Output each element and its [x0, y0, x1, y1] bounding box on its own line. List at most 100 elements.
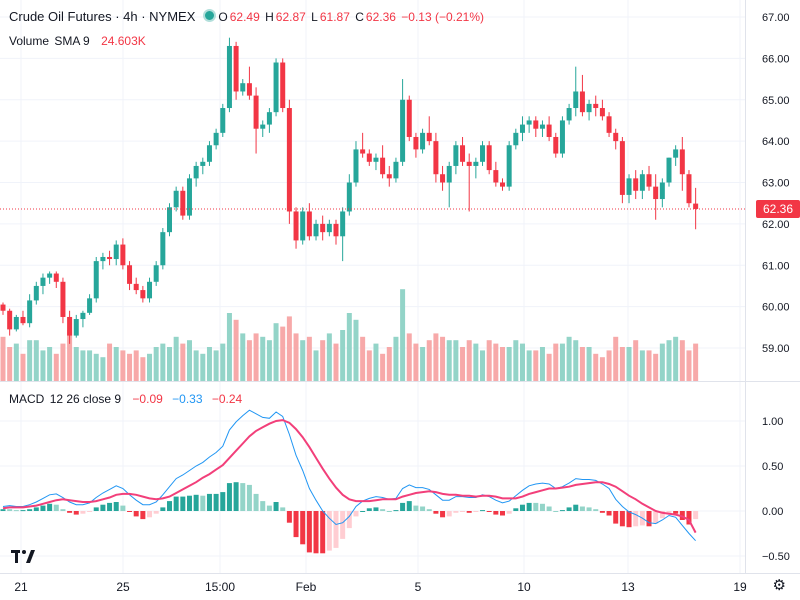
time-tick-label: 25 — [116, 580, 130, 594]
macd-legend[interactable]: MACD 12 26 close 9 −0.09 −0.33 −0.24 — [9, 391, 244, 407]
volume-bar — [320, 340, 326, 381]
candle-body — [360, 149, 366, 154]
macd-histogram-bar — [453, 511, 459, 513]
candle-body — [679, 149, 685, 175]
volume-bar — [120, 350, 126, 381]
candle-body — [60, 281, 66, 317]
candle-body — [340, 211, 346, 237]
volume-bar — [306, 336, 312, 381]
volume-bar — [333, 343, 339, 381]
macd-histogram-bar — [593, 509, 599, 511]
volume-bar — [246, 340, 252, 381]
macd-histogram-bar — [693, 511, 699, 520]
candle-body — [426, 132, 432, 142]
candle-body — [420, 132, 426, 150]
volume-bar — [526, 350, 532, 381]
time-tick-label: 15:00 — [205, 580, 235, 594]
volume-bar — [160, 343, 166, 381]
candle-body — [633, 178, 639, 191]
macd-histogram-bar — [147, 511, 153, 518]
macd-histogram-bar — [666, 511, 672, 513]
close-label: C — [355, 10, 364, 24]
volume-bar — [473, 343, 479, 381]
tradingview-logo-icon[interactable] — [10, 546, 38, 566]
time-tick-label: 10 — [517, 580, 531, 594]
volume-bar — [613, 336, 619, 381]
candle-body — [400, 99, 406, 162]
candle-body — [473, 161, 479, 166]
price-tick-label: 63.00 — [762, 178, 790, 190]
candle-body — [613, 132, 619, 142]
volume-bar — [167, 347, 172, 381]
candle-body — [413, 136, 419, 150]
macd-histogram-bar — [393, 510, 399, 512]
symbol-title[interactable]: Crude Oil Futures · 4h · NYMEX — [9, 9, 196, 24]
macd-histogram-bar — [506, 511, 512, 514]
macd-histogram-bar — [300, 511, 306, 545]
volume-bar — [559, 343, 565, 381]
volume-bar — [80, 350, 86, 381]
low-label: L — [311, 10, 318, 24]
candle-body — [326, 223, 332, 233]
volume-bar — [573, 340, 579, 381]
volume-legend[interactable]: Volume SMA 9 24.603K — [9, 33, 148, 49]
macd-histogram-bar — [500, 511, 505, 516]
volume-bar — [213, 350, 219, 381]
volume-params: SMA 9 — [54, 34, 90, 48]
macd-histogram-bar — [526, 502, 532, 511]
macd-histogram-bar — [613, 511, 619, 524]
volume-bar — [366, 350, 372, 381]
volume-bar — [519, 343, 525, 381]
macd-histogram-bar — [659, 511, 665, 519]
symbol-legend: Crude Oil Futures · 4h · NYMEX O 62.49 H 62… — [9, 9, 486, 25]
macd-histogram-bar — [373, 507, 379, 511]
volume-bar — [466, 340, 472, 381]
macd-histogram-bar — [539, 503, 545, 511]
price-tick-label: 66.00 — [762, 53, 790, 65]
volume-bar — [93, 353, 99, 381]
volume-bar — [606, 350, 612, 381]
candle-body — [286, 108, 292, 212]
volume-bar — [440, 336, 446, 381]
macd-histogram-bar — [420, 506, 426, 511]
macd-histogram-bar — [686, 511, 692, 525]
candle-body — [233, 45, 239, 92]
settings-gear-icon[interactable]: ⚙ — [772, 577, 786, 594]
candle-body — [320, 223, 326, 233]
volume-bar — [659, 343, 665, 381]
volume-bar — [533, 350, 539, 381]
volume-bar — [140, 357, 146, 381]
candle-body — [573, 91, 579, 109]
volume-bar — [373, 343, 379, 381]
volume-bar — [220, 343, 226, 381]
macd-histogram-bar — [140, 511, 146, 520]
candle-body — [453, 145, 459, 166]
macd-histogram-bar — [180, 496, 186, 511]
volume-bar — [0, 336, 6, 381]
volume-bar — [53, 353, 59, 381]
macd-histogram-bar — [653, 511, 659, 524]
volume-bar — [200, 353, 206, 381]
candle-body — [333, 223, 339, 237]
candle-body — [559, 120, 565, 154]
volume-bar — [60, 343, 66, 381]
macd-histogram-bar — [67, 511, 73, 513]
volume-bar — [33, 340, 39, 381]
candle-body — [579, 91, 585, 113]
volume-bar — [619, 347, 625, 381]
volume-bar — [406, 333, 412, 381]
macd-histogram-bar — [446, 511, 452, 517]
macd-histogram-bar — [573, 504, 579, 511]
volume-bar — [693, 343, 699, 381]
candle-body — [593, 103, 599, 109]
market-status-icon[interactable] — [203, 9, 217, 22]
candle-body — [47, 273, 53, 278]
macd-histogram-bar — [27, 509, 33, 511]
macd-tick-label: 0.00 — [762, 506, 783, 518]
candle-body — [13, 316, 19, 330]
volume-bar — [493, 343, 499, 381]
macd-histogram-bar — [220, 492, 226, 511]
volume-bar — [586, 347, 592, 381]
macd-histogram-bar — [320, 511, 326, 554]
